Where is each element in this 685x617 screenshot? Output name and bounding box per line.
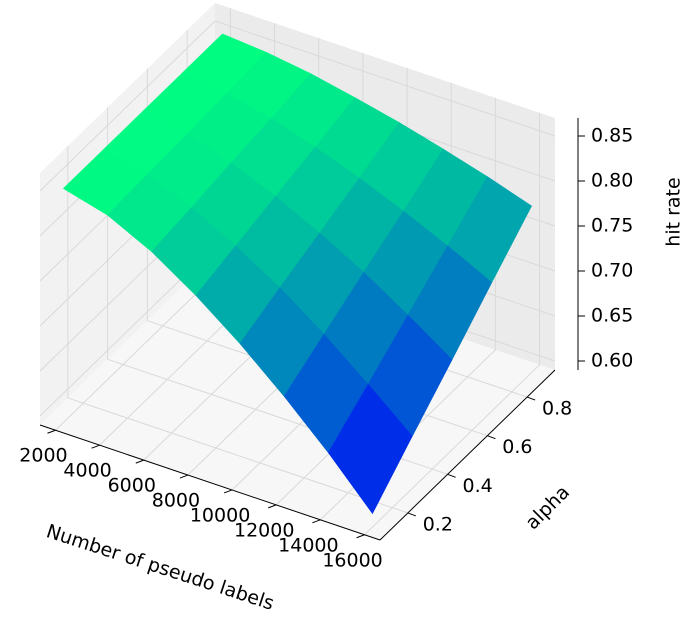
surface-face (327, 383, 413, 515)
x-tick-label: 10000 (190, 504, 250, 526)
y-tick-label: 0.4 (463, 475, 493, 497)
grid-line (67, 397, 409, 514)
z-tick-label: 0.75 (591, 215, 633, 237)
y-tick (407, 512, 417, 517)
x-tick (47, 429, 56, 434)
x-axis (39, 424, 381, 541)
y-tick (447, 473, 456, 478)
y-tick (487, 435, 496, 440)
y-axis (379, 369, 556, 541)
x-tick (356, 534, 365, 539)
x-tick-label: 14000 (278, 534, 338, 556)
x-tick-label: 4000 (63, 460, 111, 482)
x-tick-label: 2000 (19, 445, 67, 467)
x-tick-label: 8000 (152, 490, 200, 512)
y-tick-label: 0.2 (423, 513, 453, 535)
y-tick (526, 396, 536, 401)
x-tick (268, 504, 277, 509)
y-tick-label: 0.8 (542, 398, 572, 420)
x-tick (135, 459, 144, 464)
z-tick-label: 0.85 (591, 125, 633, 147)
z-tick-label: 0.80 (591, 170, 633, 192)
grid-line (39, 20, 216, 192)
z-axis-label: hit rate (663, 177, 685, 246)
grid-line (364, 364, 540, 536)
x-tick (179, 474, 189, 479)
y-axis-label: alpha (521, 481, 574, 534)
grid-line (214, 20, 556, 137)
z-tick-label: 0.60 (591, 350, 633, 372)
y-tick-label: 0.6 (502, 436, 532, 458)
x-tick-label: 12000 (234, 519, 294, 541)
x-tick (223, 489, 233, 494)
x-tick-label: 16000 (322, 549, 382, 571)
z-tick-label: 0.65 (591, 305, 633, 327)
z-tick-label: 0.70 (591, 260, 633, 282)
x-tick (312, 519, 321, 524)
x-tick-label: 6000 (108, 475, 156, 497)
x-tick (91, 444, 100, 449)
